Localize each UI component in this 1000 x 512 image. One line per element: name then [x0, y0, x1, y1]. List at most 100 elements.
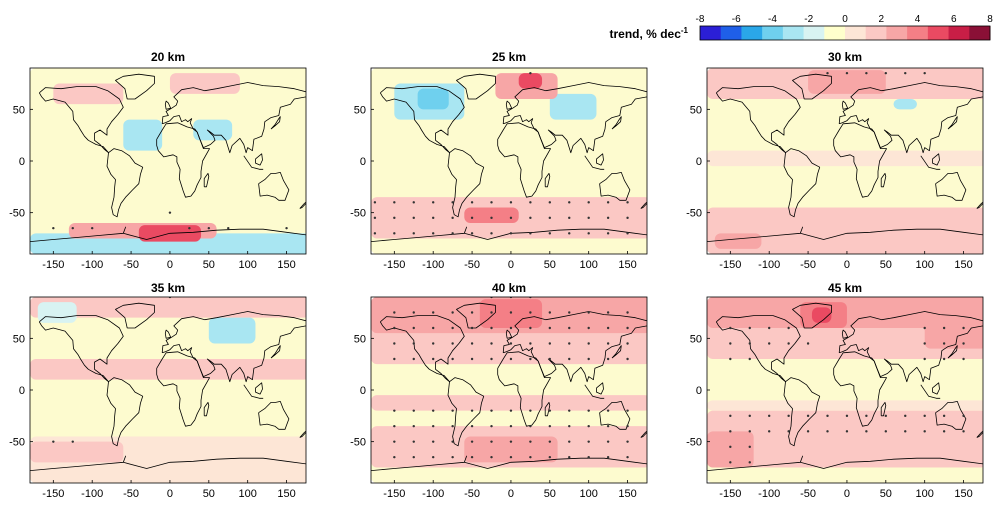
significance-dot: [451, 424, 454, 428]
significance-dot: [767, 414, 771, 418]
significance-dot: [451, 342, 454, 345]
x-tick-label: 50: [544, 488, 556, 500]
coastline: [611, 116, 622, 130]
coastline: [447, 377, 485, 447]
x-tick-label: 100: [239, 488, 257, 500]
coastline: [156, 122, 210, 198]
significance-dot: [412, 357, 415, 361]
colorbar-tick-label: 8: [987, 14, 993, 25]
significance-dot: [587, 326, 590, 330]
trend-field: [37, 302, 77, 323]
significance-dot: [729, 430, 732, 433]
coastline: [255, 382, 263, 395]
x-tick-label: 0: [844, 488, 850, 500]
significance-dot: [451, 201, 454, 204]
significance-dot: [412, 409, 415, 412]
coastline: [502, 82, 647, 154]
coastline: [544, 173, 551, 188]
significance-dot: [71, 226, 74, 230]
significance-dot: [942, 357, 946, 361]
y-tick-label: -50: [350, 437, 366, 449]
x-tick-label: 100: [916, 488, 934, 500]
significance-dot: [509, 424, 513, 428]
coastline: [115, 73, 155, 100]
significance-dot: [923, 71, 926, 75]
y-tick-label: -50: [686, 437, 702, 449]
trend-field: [518, 73, 543, 89]
colorbar-label: trend, % dec-1: [610, 26, 689, 41]
significance-dot: [509, 216, 513, 220]
significance-dot: [606, 357, 610, 361]
significance-dot: [490, 232, 493, 235]
coastline: [841, 100, 849, 110]
significance-dot: [490, 357, 493, 361]
significance-dot: [431, 357, 435, 361]
significance-dot: [787, 326, 790, 330]
panel-plot-area: [371, 68, 647, 254]
significance-dot: [451, 232, 454, 235]
significance-dot: [451, 311, 454, 314]
significance-dot: [787, 414, 790, 418]
coastline: [30, 455, 306, 471]
y-tick-label: 0: [19, 385, 25, 397]
trend-field: [811, 307, 832, 323]
significance-dot: [412, 216, 415, 220]
coastline: [838, 311, 983, 383]
significance-dot: [729, 461, 732, 464]
x-tick-label: -100: [758, 488, 780, 500]
significance-dot: [767, 342, 771, 345]
significance-dot: [529, 424, 532, 428]
coastline: [880, 173, 887, 188]
panel-title: 35 km: [151, 281, 185, 295]
significance-dot: [490, 326, 493, 330]
panel-plot-area: [707, 297, 983, 483]
significance-dot: [826, 414, 829, 418]
trend-field: [707, 400, 983, 411]
significance-dot: [606, 232, 610, 235]
significance-dot: [393, 216, 396, 220]
trend-field: [924, 317, 983, 349]
x-tick-label: 0: [167, 259, 173, 271]
y-tick-label: 0: [696, 385, 702, 397]
colorbar-label-text: trend, % dec: [610, 27, 682, 41]
x-tick-label: 150: [277, 259, 295, 271]
coastline: [161, 311, 306, 383]
coastline: [544, 402, 551, 417]
x-tick-label: 50: [544, 259, 556, 271]
significance-dot: [587, 440, 590, 443]
y-tick-label: 0: [360, 156, 366, 168]
significance-dot: [548, 201, 552, 204]
trend-field: [30, 233, 306, 254]
x-tick-label: -150: [719, 259, 741, 271]
coastline: [935, 172, 967, 201]
significance-dot: [904, 414, 907, 418]
y-tick-label: 50: [354, 104, 366, 116]
significance-dot: [767, 326, 771, 330]
coastline: [880, 402, 887, 417]
significance-dot: [393, 232, 396, 235]
significance-dot: [412, 342, 415, 345]
significance-dot: [490, 455, 493, 459]
significance-dot: [509, 440, 513, 443]
significance-dot: [748, 461, 751, 464]
coastline: [203, 402, 210, 417]
y-tick-label: -50: [350, 208, 366, 220]
significance-dot: [787, 430, 790, 433]
coastline: [947, 116, 958, 130]
significance-dot: [431, 409, 435, 412]
significance-dot: [884, 430, 888, 433]
significance-dot: [451, 357, 454, 361]
significance-dot: [587, 342, 590, 345]
significance-dot: [490, 440, 493, 443]
significance-dot: [470, 424, 474, 428]
map-panels: 20 km -150 -100 -50 0 50 100 150 50 0 -50 25 km -150…: [9, 50, 984, 500]
significance-dot: [393, 311, 396, 314]
significance-dot: [606, 216, 610, 220]
coastline: [841, 329, 849, 339]
colorbar-swatch: [741, 26, 763, 40]
significance-dot: [509, 232, 513, 235]
significance-dot: [884, 414, 888, 418]
x-tick-label: -50: [123, 488, 139, 500]
colorbar-swatch: [865, 26, 887, 40]
significance-dot: [71, 440, 74, 443]
